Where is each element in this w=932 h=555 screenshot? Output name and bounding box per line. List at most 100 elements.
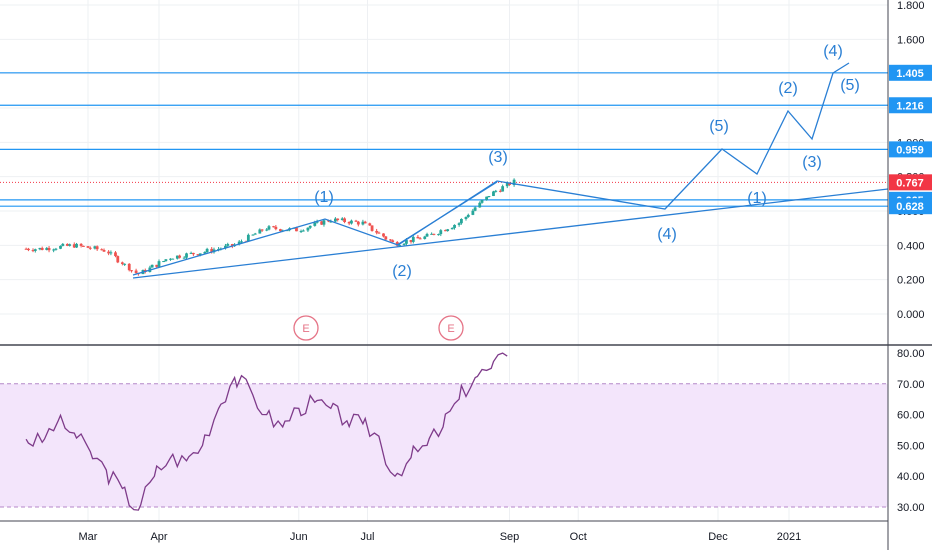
candle-body	[492, 191, 495, 196]
price-level-label-box	[889, 198, 932, 215]
candle-body	[398, 244, 401, 246]
candle-body	[253, 233, 257, 235]
price-level-label: 1.405	[896, 68, 924, 80]
candle-body	[388, 239, 392, 241]
candle-body	[354, 220, 358, 222]
candle-body	[246, 234, 250, 242]
candle-body	[205, 248, 209, 253]
candle-body	[185, 253, 188, 258]
candle-body	[382, 233, 385, 237]
candle-body	[347, 222, 351, 224]
price-level-label: 0.767	[896, 177, 924, 189]
candle-body	[295, 227, 298, 232]
candle-body	[38, 247, 42, 250]
price-level-label-box	[889, 174, 932, 191]
candle-body	[340, 218, 344, 221]
candle-body	[65, 243, 69, 246]
candle-body	[450, 227, 454, 230]
candle-body	[27, 248, 30, 251]
candle-body	[498, 190, 502, 192]
candle-body	[356, 221, 360, 225]
wave-label: (5)	[709, 118, 729, 135]
candle-body	[443, 230, 447, 232]
price-axis-tick: 0.400	[897, 240, 925, 252]
candle-body	[24, 248, 28, 250]
time-axis-tick: Mar	[79, 531, 98, 543]
candle-body	[114, 252, 117, 257]
price-level-label-box	[889, 97, 932, 114]
price-level-label: 0.628	[896, 201, 924, 213]
time-axis-tick: Jun	[290, 531, 308, 543]
candle-body	[487, 195, 491, 197]
candle-body	[31, 250, 35, 252]
rsi-axis-tick: 70.00	[897, 379, 925, 391]
candle-body	[175, 255, 179, 259]
price-level-label-box	[889, 141, 932, 158]
candle-body	[210, 248, 214, 253]
candle-body	[274, 226, 278, 230]
candle-body	[45, 247, 49, 251]
candle-body	[402, 243, 406, 245]
candle-body	[251, 234, 255, 236]
candle-body	[237, 241, 241, 245]
earnings-marker-label: E	[302, 323, 309, 335]
price-level-label: 0.959	[896, 144, 924, 156]
rsi-axis-tick: 40.00	[897, 471, 925, 483]
candle-body	[306, 227, 310, 231]
candle-body	[59, 245, 62, 249]
candle-body	[86, 246, 90, 248]
candle-body	[120, 262, 124, 264]
wave-label: (5)	[840, 77, 860, 94]
candle-body	[437, 234, 440, 236]
candle-body	[508, 183, 511, 186]
wave-label: (1)	[747, 190, 767, 207]
candle-body	[265, 229, 269, 231]
candle-body	[203, 252, 207, 254]
candle-body	[123, 263, 127, 265]
rsi-axis-tick: 80.00	[897, 348, 925, 360]
candle-body	[384, 236, 388, 240]
candle-body	[391, 240, 395, 243]
candle-body	[350, 220, 353, 224]
price-axis-tick: 1.800	[897, 0, 925, 12]
candle-body	[301, 230, 305, 232]
wave-label: (4)	[657, 226, 677, 243]
candle-body	[169, 258, 172, 260]
wave-label: (4)	[823, 43, 843, 60]
candle-body	[226, 244, 230, 246]
candle-body	[102, 250, 106, 252]
candle-body	[260, 229, 264, 231]
candle-body	[109, 252, 113, 254]
candles	[24, 178, 516, 276]
candle-body	[267, 226, 271, 230]
earnings-marker	[293, 315, 319, 341]
price-axis-tick: 0.000	[897, 309, 925, 321]
price-level-label-box	[889, 64, 932, 81]
candle-body	[178, 255, 182, 258]
time-axis-tick: Jul	[360, 531, 374, 543]
candle-body	[40, 247, 44, 251]
candle-body	[377, 232, 381, 234]
rsi-axis-tick: 50.00	[897, 440, 925, 452]
candle-body	[343, 218, 346, 223]
candle-body	[299, 231, 303, 233]
candle-body	[134, 270, 138, 274]
candle-body	[480, 199, 484, 203]
rsi-pane	[0, 352, 888, 511]
candle-body	[334, 218, 337, 222]
time-axis-tick: Apr	[150, 531, 167, 543]
candle-body	[453, 224, 456, 228]
candle-body	[505, 183, 509, 187]
wave-label: (2)	[778, 80, 798, 97]
rsi-axis-tick: 60.00	[897, 410, 925, 422]
candle-body	[279, 229, 282, 232]
candle-body	[164, 259, 168, 262]
price-level-label: 1.216	[896, 100, 924, 112]
candle-body	[411, 236, 415, 242]
rsi-axis-tick: 30.00	[897, 502, 925, 514]
candle-body	[446, 229, 450, 232]
candle-body	[320, 221, 324, 225]
wave-label: (3)	[488, 149, 508, 166]
wave-label: (3)	[802, 154, 822, 171]
